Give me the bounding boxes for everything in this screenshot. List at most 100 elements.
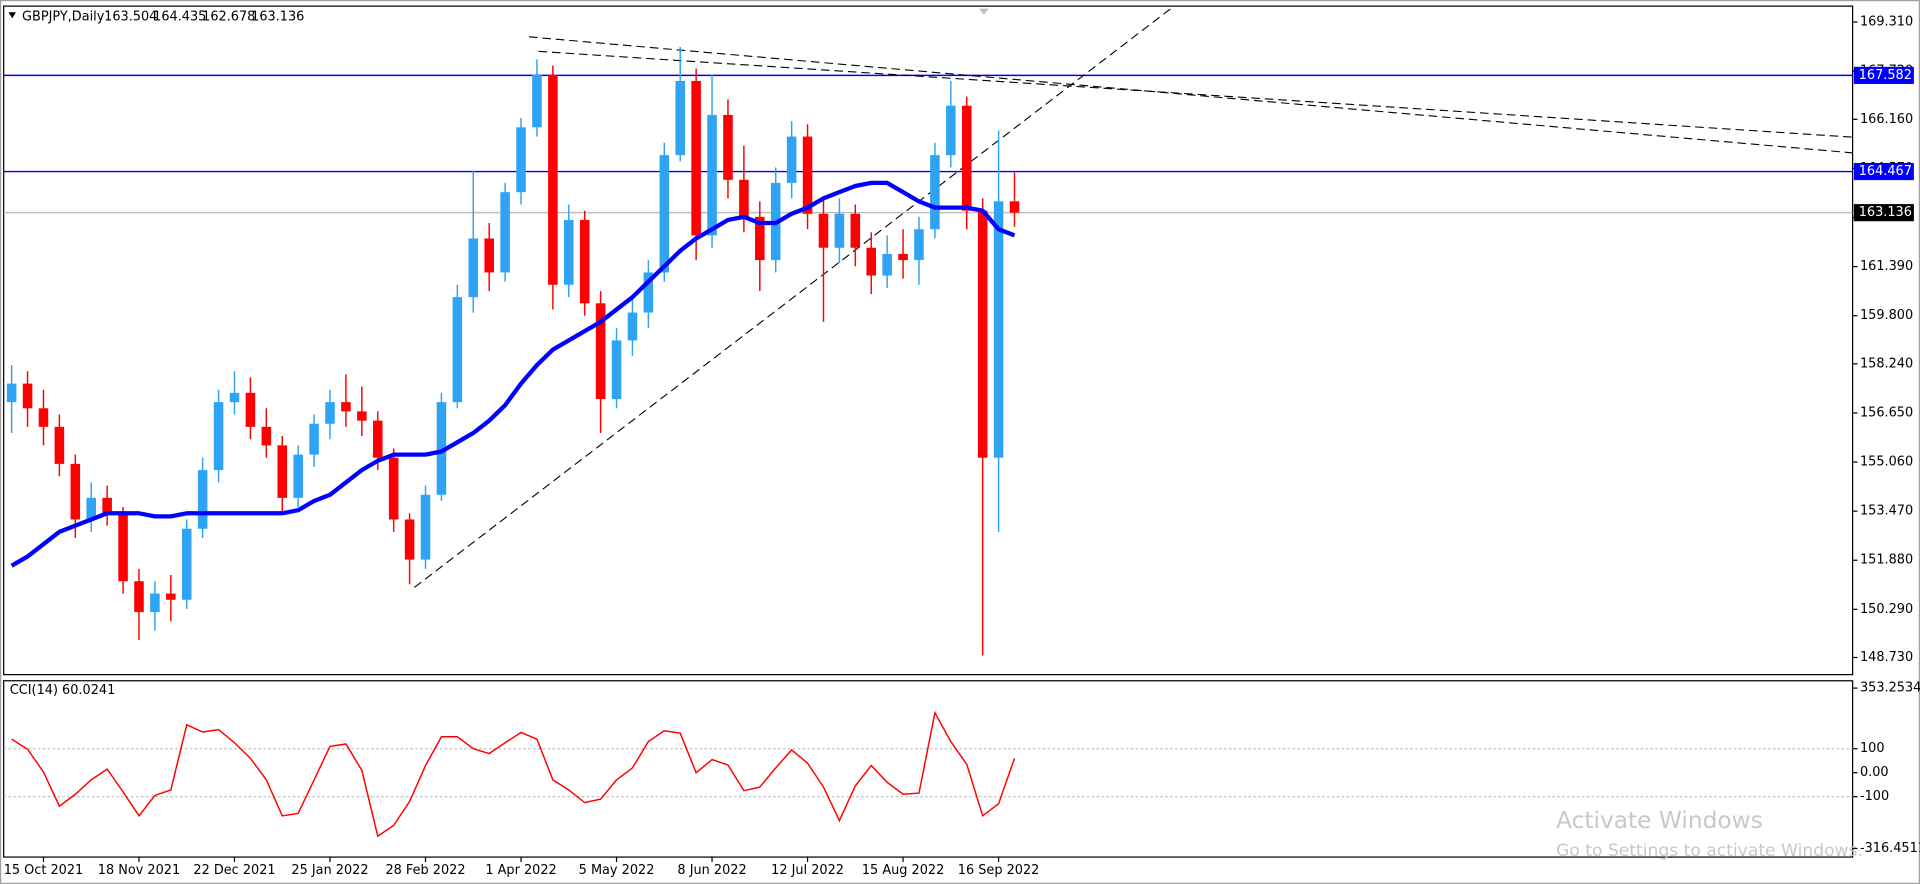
y-tick-label: 353.2534 xyxy=(1860,681,1920,696)
ohlc-value: 162.678 xyxy=(202,10,255,25)
candle-body xyxy=(834,213,845,248)
candle-body xyxy=(627,312,638,341)
level-box xyxy=(1853,66,1914,84)
ohlc-value: 163.136 xyxy=(251,10,304,25)
moving-average xyxy=(10,180,1016,568)
candle-body xyxy=(643,272,654,313)
trendline xyxy=(414,6,1174,588)
candle-body xyxy=(70,463,81,520)
candle-body xyxy=(930,155,940,230)
y-tick-label: -100 xyxy=(1860,789,1889,804)
candle-body xyxy=(22,383,33,409)
x-tick-label: 15 Oct 2021 xyxy=(4,863,84,878)
candle-body xyxy=(86,497,97,520)
candle-body xyxy=(579,219,590,304)
candle-body xyxy=(213,402,224,471)
x-tick-label: 12 Jul 2022 xyxy=(771,863,844,878)
watermark-title: Activate Windows xyxy=(1556,807,1763,834)
candle-body xyxy=(961,105,972,211)
ohlc-value: 164.435 xyxy=(153,10,206,25)
candle-body xyxy=(261,426,272,446)
candle-body xyxy=(404,519,415,560)
y-tick-label: 151.880 xyxy=(1860,553,1913,568)
candle-body xyxy=(866,247,877,276)
candle-body xyxy=(293,454,303,498)
y-tick-label: 166.160 xyxy=(1860,112,1913,127)
y-tick-label: 156.650 xyxy=(1860,405,1913,420)
candle-body xyxy=(532,74,542,128)
y-tick-label: 0.00 xyxy=(1860,765,1889,780)
x-tick-label: 16 Sep 2022 xyxy=(958,863,1040,878)
level-label: 167.582 xyxy=(1859,68,1912,83)
cci-line xyxy=(11,710,1016,838)
candle-body xyxy=(755,216,765,261)
main-plot xyxy=(3,6,1853,656)
y-tick-label: 153.470 xyxy=(1860,504,1913,519)
y-tick-label: -316.4511 xyxy=(1860,841,1920,856)
y-tick-label: 150.290 xyxy=(1860,602,1913,617)
candle-body xyxy=(420,494,431,560)
candle-body xyxy=(723,114,733,180)
level-label: 164.467 xyxy=(1859,164,1912,179)
indicator-panel xyxy=(3,680,1854,858)
candle-body xyxy=(54,426,65,464)
candle-body xyxy=(452,297,463,403)
y-tick-label: 158.240 xyxy=(1860,356,1913,371)
candle-body xyxy=(691,81,701,236)
level-box xyxy=(1853,204,1914,222)
candle-body xyxy=(818,213,829,248)
trendline xyxy=(538,50,1853,138)
level-box xyxy=(1853,162,1914,181)
candle-body xyxy=(1009,201,1020,213)
x-tick-label: 28 Feb 2022 xyxy=(385,863,465,878)
y-tick-label: 100 xyxy=(1860,741,1885,756)
chart-title: GBPJPY,Daily xyxy=(22,10,105,25)
candle-body xyxy=(341,402,351,412)
x-tick-label: 8 Jun 2022 xyxy=(677,863,746,878)
candle-body xyxy=(6,383,17,403)
trendline xyxy=(528,36,1853,154)
candle-body xyxy=(118,513,128,582)
candle-body xyxy=(739,179,749,217)
candle-body xyxy=(898,253,908,261)
level-label: 163.136 xyxy=(1859,205,1912,220)
candle-body xyxy=(659,155,670,273)
x-tick-label: 18 Nov 2021 xyxy=(98,863,180,878)
candle-body xyxy=(993,201,1004,458)
y-tick-label: 169.310 xyxy=(1860,15,1913,30)
candle-body xyxy=(500,192,510,273)
candle-body xyxy=(802,136,813,214)
candle-body xyxy=(388,457,399,520)
candle-body xyxy=(309,423,319,455)
candle-body xyxy=(946,105,956,156)
candle-body xyxy=(707,114,717,236)
ohlc-value: 163.504 xyxy=(104,10,157,25)
y-tick-label: 161.390 xyxy=(1860,259,1913,274)
candle-body xyxy=(197,470,208,529)
candle-body xyxy=(882,253,892,276)
candle-body xyxy=(468,238,479,298)
watermark-text: Go to Settings to activate Windows. xyxy=(1556,841,1863,861)
candle-body xyxy=(372,420,383,458)
candle-body xyxy=(245,392,256,427)
candle-body xyxy=(357,411,367,421)
collapse-icon[interactable] xyxy=(8,12,16,19)
candle-body xyxy=(102,497,112,514)
candle-body xyxy=(229,392,240,403)
x-tick-label: 15 Aug 2022 xyxy=(862,863,944,878)
candle-body xyxy=(548,74,558,285)
candle-body xyxy=(38,408,49,427)
y-tick-label: 159.800 xyxy=(1860,308,1913,323)
x-tick-label: 25 Jan 2022 xyxy=(291,863,368,878)
candle-body xyxy=(484,238,494,273)
candle-body xyxy=(166,593,176,600)
shift-marker xyxy=(978,8,989,15)
candle-body xyxy=(675,81,685,156)
y-tick-label: 148.730 xyxy=(1860,650,1913,665)
candle-body xyxy=(914,229,924,261)
candle-body xyxy=(277,445,288,498)
candle-body xyxy=(595,303,606,400)
